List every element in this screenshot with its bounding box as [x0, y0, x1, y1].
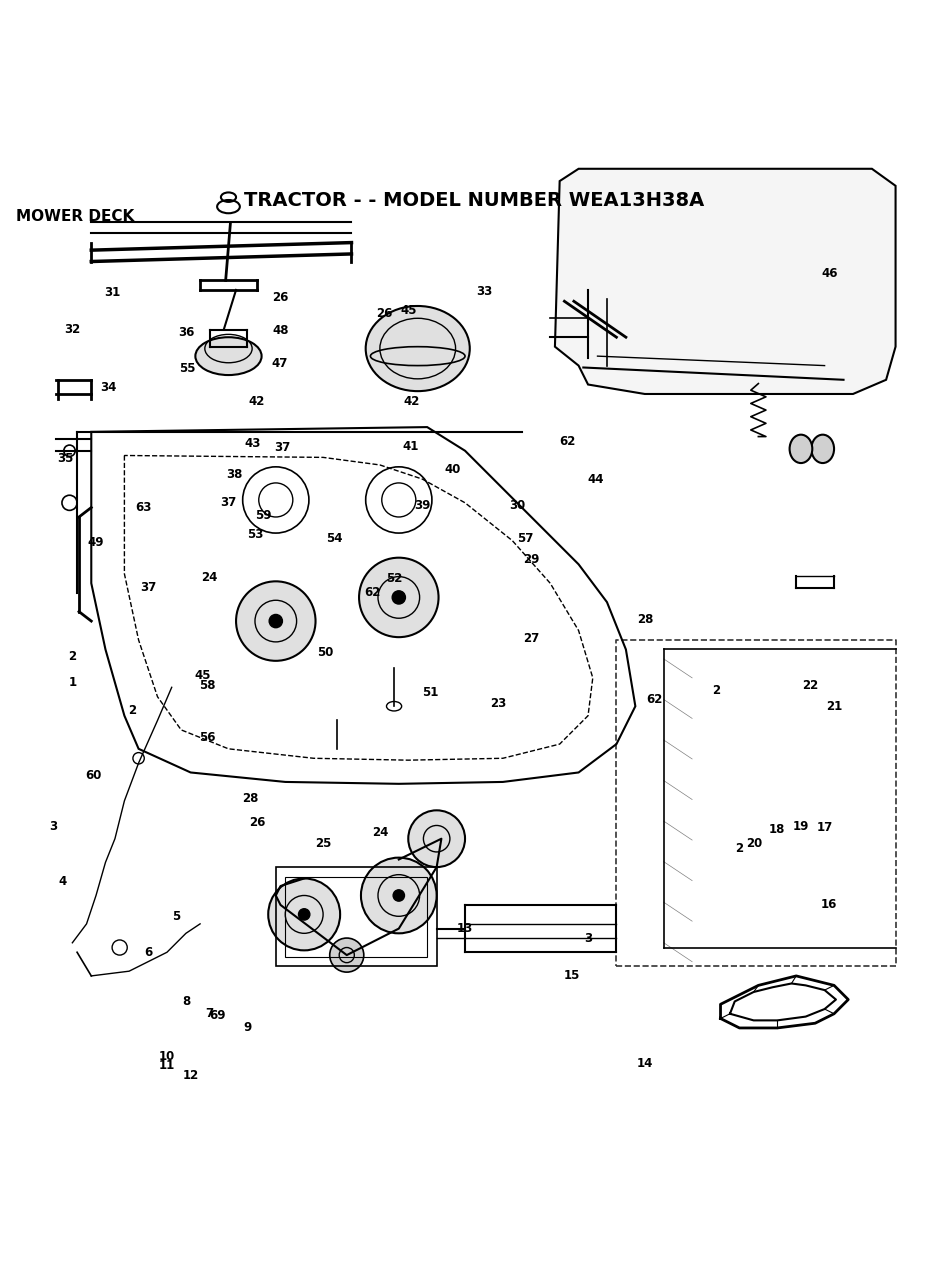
Text: 26: 26	[272, 291, 288, 303]
Text: 14: 14	[637, 1057, 653, 1070]
Text: 59: 59	[255, 508, 271, 521]
Text: 4: 4	[59, 874, 67, 888]
Text: 54: 54	[326, 532, 343, 545]
Text: 26: 26	[377, 307, 393, 320]
Polygon shape	[555, 169, 896, 394]
Text: 46: 46	[821, 268, 838, 280]
Text: 3: 3	[584, 932, 592, 945]
Text: 16: 16	[821, 899, 838, 911]
Text: 7: 7	[206, 1007, 214, 1020]
Text: 9: 9	[243, 1021, 251, 1034]
Text: 21: 21	[826, 700, 842, 713]
Text: 27: 27	[523, 631, 539, 645]
Text: 62: 62	[364, 586, 381, 599]
Text: 53: 53	[247, 527, 263, 540]
Text: 34: 34	[101, 381, 117, 394]
Text: 24: 24	[201, 571, 217, 584]
Text: 58: 58	[199, 678, 216, 692]
Text: 69: 69	[209, 1009, 225, 1023]
Text: 35: 35	[58, 452, 74, 465]
Text: 49: 49	[87, 536, 104, 549]
Text: 24: 24	[372, 826, 388, 838]
Text: 10: 10	[158, 1050, 176, 1062]
Text: 31: 31	[104, 287, 121, 300]
Text: 43: 43	[244, 436, 260, 449]
Text: 56: 56	[199, 731, 216, 744]
Text: 60: 60	[85, 769, 102, 782]
Text: 38: 38	[226, 468, 242, 481]
Text: 30: 30	[509, 499, 525, 512]
Ellipse shape	[365, 306, 470, 392]
Text: 2: 2	[735, 842, 743, 855]
Text: 39: 39	[415, 499, 431, 512]
Text: 41: 41	[402, 440, 419, 453]
Text: 40: 40	[444, 463, 461, 476]
Text: 2: 2	[712, 684, 720, 696]
Text: 47: 47	[271, 357, 288, 370]
Text: 28: 28	[242, 792, 258, 805]
Text: 50: 50	[317, 646, 333, 659]
Text: 20: 20	[747, 837, 763, 850]
Text: MOWER DECK: MOWER DECK	[15, 210, 134, 224]
Ellipse shape	[269, 878, 340, 950]
Text: 22: 22	[802, 678, 819, 692]
Text: 62: 62	[646, 692, 662, 707]
Text: 51: 51	[422, 686, 438, 699]
Text: 17: 17	[816, 820, 832, 833]
Text: 45: 45	[400, 305, 417, 317]
Text: 23: 23	[490, 696, 506, 710]
Text: 18: 18	[769, 823, 786, 836]
Text: 2: 2	[68, 649, 77, 663]
Ellipse shape	[359, 558, 438, 637]
Ellipse shape	[195, 337, 262, 375]
Text: 11: 11	[158, 1060, 176, 1073]
Text: 19: 19	[792, 820, 809, 833]
Text: 45: 45	[195, 669, 212, 682]
Text: 48: 48	[272, 324, 288, 337]
Text: 55: 55	[178, 362, 195, 375]
Text: 44: 44	[587, 472, 604, 485]
Text: 29: 29	[523, 553, 539, 566]
Ellipse shape	[811, 435, 834, 463]
Text: 2: 2	[128, 704, 136, 718]
Text: 15: 15	[564, 969, 580, 983]
Text: 3: 3	[49, 820, 58, 833]
Text: 26: 26	[249, 817, 265, 829]
Text: 28: 28	[637, 613, 653, 626]
Ellipse shape	[361, 858, 437, 933]
Text: 32: 32	[65, 323, 81, 337]
Text: 5: 5	[173, 910, 180, 923]
Text: 42: 42	[249, 396, 265, 408]
Text: 37: 37	[274, 442, 290, 454]
Text: 6: 6	[144, 946, 152, 959]
Text: 37: 37	[140, 581, 157, 594]
Text: 52: 52	[386, 572, 402, 585]
Text: 37: 37	[220, 497, 236, 509]
Ellipse shape	[790, 435, 812, 463]
Text: 13: 13	[456, 922, 474, 936]
Ellipse shape	[270, 614, 283, 627]
Ellipse shape	[236, 581, 315, 660]
Text: 36: 36	[178, 326, 195, 339]
Text: 63: 63	[135, 500, 152, 515]
Text: 57: 57	[517, 532, 533, 545]
Text: 1: 1	[68, 676, 77, 689]
Text: 62: 62	[559, 435, 575, 448]
Text: 25: 25	[315, 837, 331, 850]
Ellipse shape	[329, 938, 363, 972]
Text: TRACTOR - - MODEL NUMBER WEA13H38A: TRACTOR - - MODEL NUMBER WEA13H38A	[245, 191, 704, 210]
Ellipse shape	[408, 810, 465, 867]
Text: 42: 42	[404, 396, 420, 408]
Text: 12: 12	[182, 1069, 198, 1082]
Text: 8: 8	[182, 995, 190, 1007]
Ellipse shape	[299, 909, 310, 920]
Ellipse shape	[393, 890, 404, 901]
Text: 33: 33	[475, 285, 493, 298]
Ellipse shape	[392, 591, 405, 604]
